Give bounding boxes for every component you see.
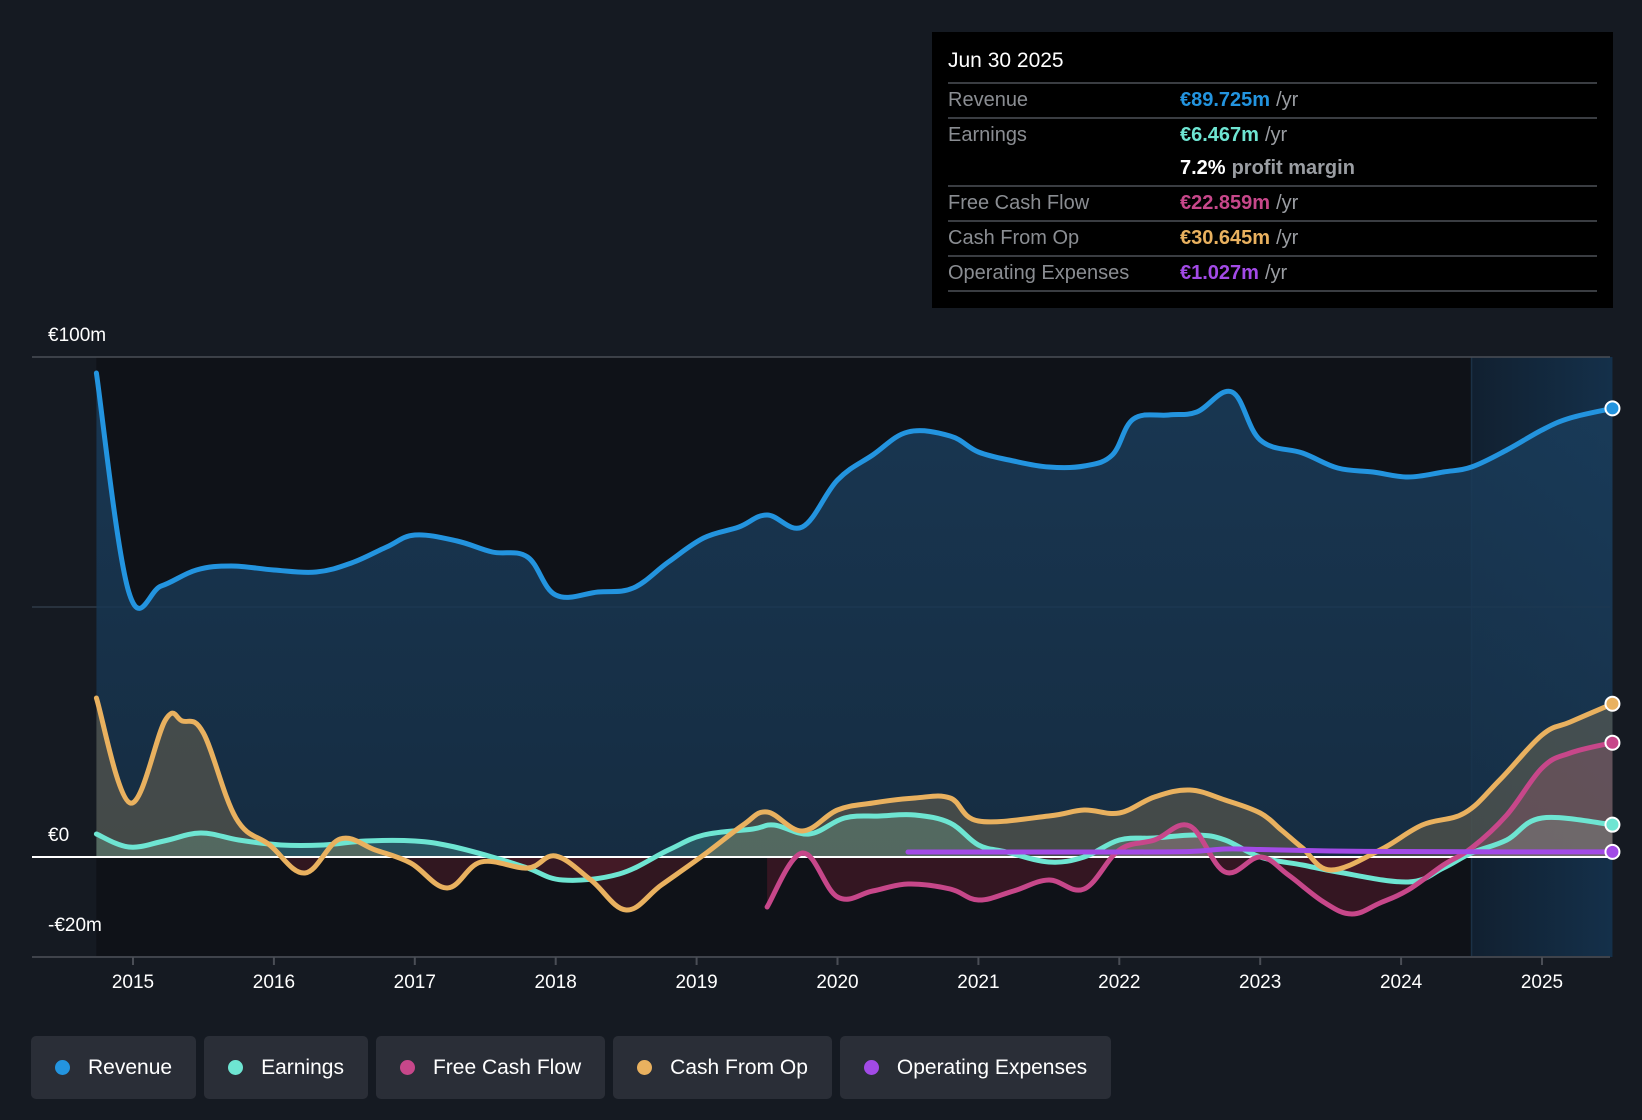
y-tick-label: €0 [48, 825, 69, 846]
free-cash-flow-end-marker [1604, 734, 1621, 751]
tooltip-value: €22.859m [1180, 192, 1271, 214]
y-tick-label: -€20m [48, 915, 102, 936]
tooltip-unit: /yr [1276, 192, 1299, 214]
operating-expenses-end-marker [1604, 843, 1621, 860]
tooltip-row-cash-from-op: Cash From Op €30.645m /yr [948, 222, 1597, 257]
earnings-dot-icon [228, 1060, 244, 1075]
legend-item-free-cash-flow[interactable]: Free Cash Flow [375, 1036, 606, 1099]
tooltip-label: Cash From Op [948, 227, 1080, 249]
legend-label: Earnings [261, 1055, 344, 1079]
x-tick-label: 2016 [253, 972, 295, 993]
x-tick-label: 2021 [957, 972, 999, 993]
series-lines [93, 370, 1615, 917]
legend-label: Cash From Op [670, 1055, 808, 1079]
financial-chart: 2015 2016 2017 2018 2019 2020 2021 2022 2023 2024… [32, 325, 1621, 993]
tooltip-row-profit-margin: 7.2% profit margin [948, 152, 1597, 187]
legend-item-operating-expenses[interactable]: Operating Expenses [839, 1036, 1112, 1099]
tooltip-row-free-cash-flow: Free Cash Flow €22.859m /yr [948, 187, 1597, 222]
legend-item-revenue[interactable]: Revenue [31, 1036, 197, 1099]
tooltip-label: Revenue [948, 89, 1029, 111]
y-tick-label: €100m [48, 325, 106, 346]
legend-item-cash-from-op[interactable]: Cash From Op [613, 1036, 832, 1099]
tooltip-label: Earnings [948, 124, 1027, 146]
x-tick-label: 2017 [394, 972, 436, 993]
tooltip-value: €30.645m [1180, 227, 1271, 249]
cash-from-op-dot-icon [637, 1060, 653, 1075]
tooltip-unit: /yr [1276, 89, 1299, 111]
cash-from-op-line [93, 695, 1615, 913]
x-tick-label: 2015 [112, 972, 154, 993]
x-tick-label: 2022 [1098, 972, 1140, 993]
tooltip-panel: Jun 30 2025 Revenue €89.725m /yr Earning… [932, 32, 1613, 308]
x-tick-label: 2023 [1239, 972, 1281, 993]
tooltip-value: €6.467m [1180, 124, 1259, 146]
profit-margin-value: 7.2% [1180, 157, 1226, 179]
revenue-dot-icon [55, 1060, 70, 1075]
tooltip-label: Operating Expenses [948, 262, 1130, 284]
profit-margin-label: profit margin [1231, 157, 1355, 179]
legend-label: Revenue [88, 1055, 173, 1079]
tooltip-value: €89.725m [1180, 89, 1271, 111]
tooltip-label: Free Cash Flow [948, 192, 1090, 214]
x-tick-label: 2025 [1521, 972, 1563, 993]
revenue-area-positive [96, 373, 1613, 857]
cash-from-op-end-marker [1604, 695, 1621, 712]
tooltip-date: Jun 30 2025 [948, 46, 1597, 84]
y-axis-labels: €100m €0 -€20m [48, 325, 106, 936]
revenue-line [93, 370, 1615, 611]
tooltip-row-earnings: Earnings €6.467m /yr [948, 119, 1597, 152]
operating-expenses-line [905, 846, 1615, 855]
tooltip-row-operating-expenses: Operating Expenses €1.027m /yr [948, 257, 1597, 292]
revenue-end-marker [1604, 400, 1621, 417]
earnings-end-marker [1604, 816, 1621, 833]
chart-legend: Revenue Earnings Free Cash Flow Cash Fro… [31, 1036, 1112, 1099]
x-tick-label: 2019 [675, 972, 717, 993]
cash-from-op-area-positive [96, 698, 1613, 857]
x-tick-label: 2020 [816, 972, 858, 993]
legend-label: Operating Expenses [896, 1055, 1088, 1079]
legend-item-earnings[interactable]: Earnings [204, 1036, 368, 1099]
x-tick-label: 2018 [535, 972, 577, 993]
tooltip-value: €1.027m [1180, 262, 1259, 284]
tooltip-unit: /yr [1264, 124, 1288, 146]
x-tick-label: 2024 [1380, 972, 1423, 993]
x-axis: 2015 2016 2017 2018 2019 2020 2021 2022 2023 2024… [32, 956, 1610, 993]
tooltip-row-revenue: Revenue €89.725m /yr [948, 84, 1597, 119]
tooltip-unit: /yr [1276, 227, 1299, 249]
tooltip-unit: /yr [1264, 262, 1288, 284]
legend-label: Free Cash Flow [432, 1055, 582, 1079]
operating-expenses-dot-icon [863, 1060, 879, 1075]
free-cash-flow-dot-icon [399, 1060, 415, 1075]
series-end-markers [1604, 400, 1621, 860]
